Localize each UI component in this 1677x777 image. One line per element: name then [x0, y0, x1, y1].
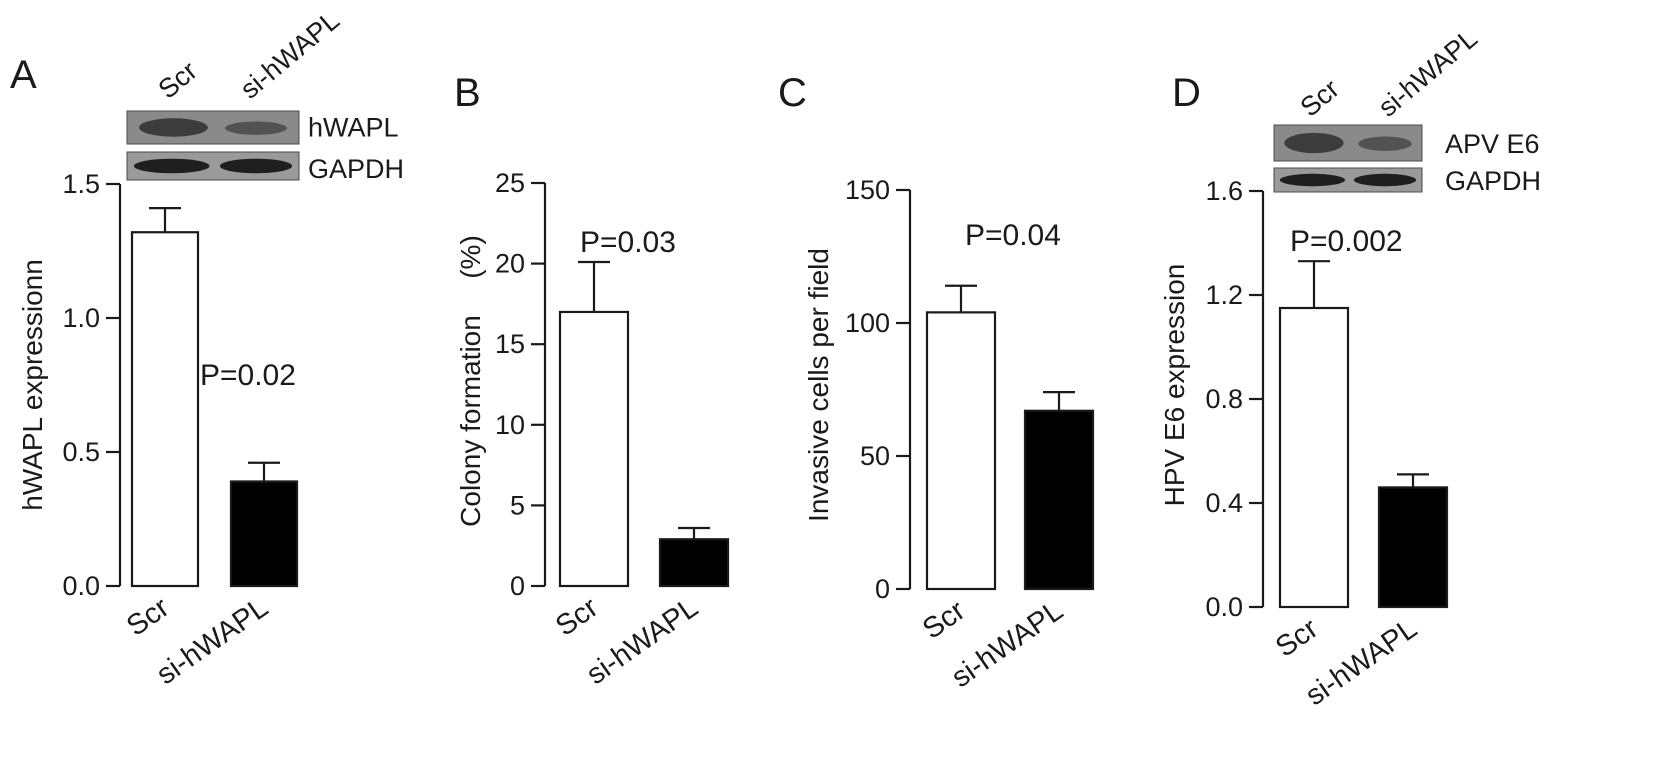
blot-band [139, 118, 208, 137]
panel-a-blot-row-label: hWAPL [308, 113, 399, 143]
blot-band [1284, 132, 1344, 154]
panel-a-letter: A [10, 53, 37, 97]
panel-c-bar-scr [925, 311, 997, 591]
panel-d-blot-row-label: APV E6 [1445, 129, 1540, 159]
blot-band [1279, 173, 1346, 187]
panel-b-bar-scr [558, 310, 630, 588]
blot-band [1353, 173, 1417, 187]
panel-d-bar-si-hwapl [1377, 486, 1449, 609]
panel-d-y-tick-label: 0.4 [1205, 488, 1243, 518]
panel-b-letter: B [454, 71, 481, 115]
panel-b-x-tick-label: si-hWAPL [581, 592, 704, 692]
panel-a-bar-scr [130, 231, 200, 588]
panel-a-p-value: P=0.02 [200, 359, 296, 392]
panel-a-y-tick-label: 1.0 [62, 303, 100, 333]
panel-b-y-tick-label: 10 [495, 410, 525, 440]
panel-c-letter: C [778, 71, 807, 115]
panel-b-y-axis-unit: (%) [455, 235, 486, 279]
panel-b-y-tick-label: 15 [495, 329, 525, 359]
panel-a-blot-row-label: GAPDH [308, 154, 404, 184]
blot-band [219, 158, 293, 174]
panel-b-y-tick-label: 20 [495, 249, 525, 279]
panel-d-p-value: P=0.002 [1290, 225, 1403, 258]
panel-d-blot-lane-label: Scr [1295, 74, 1345, 123]
panel-d-y-tick-label: 0.8 [1205, 384, 1243, 414]
panel-d-x-tick-label: si-hWAPL [1300, 613, 1423, 713]
panel-d-y-tick-label: 1.2 [1205, 280, 1243, 310]
panel-b-y-tick-label: 25 [495, 168, 525, 198]
panel-b-y-tick-label: 5 [510, 490, 525, 520]
panel-d-y-tick-label: 0.0 [1205, 592, 1243, 622]
panel-b-bar-si-hwapl [658, 538, 730, 588]
panel-b-p-value: P=0.03 [580, 226, 676, 259]
panel-c-bar-si-hwapl [1023, 409, 1095, 591]
panel-c-y-tick-label: 100 [845, 308, 890, 338]
panel-d-letter: D [1172, 71, 1201, 115]
panel-a-x-tick-label: Scr [121, 591, 175, 642]
panel-d-y-tick-label: 1.6 [1205, 176, 1243, 206]
panel-d-blot-lane-label: si-hWAPL [1373, 23, 1483, 122]
panel-b-y-tick-label: 0 [510, 571, 525, 601]
panel-d-western-blot: APV E6 GAPDH Scr si-hWAPL [1273, 23, 1541, 196]
blot-band [225, 121, 287, 135]
panel-a-blot-lane-label: Scr [153, 56, 203, 105]
panel-a-bar-si-hwapl [229, 480, 299, 588]
panel-c-x-tick-label: si-hWAPL [946, 595, 1069, 695]
panel-b-y-axis-label: Colony formation [455, 315, 486, 527]
panel-a-x-tick-label: si-hWAPL [151, 592, 274, 692]
panel-c: C 0 50 100 150 Invasive cells per field Scrsi-… [778, 71, 1095, 695]
blot-band [1358, 136, 1412, 151]
panel-c-p-value: P=0.04 [965, 219, 1061, 252]
panel-c-y-tick-label: 150 [845, 175, 890, 205]
panel-c-y-tick-label: 50 [860, 441, 890, 471]
panel-b-x-tick-label: Scr [550, 591, 604, 642]
panel-a-blot-lane-label: si-hWAPL [235, 5, 345, 104]
panel-d-bar-scr [1278, 306, 1350, 609]
blot-band [133, 158, 210, 174]
panel-c-y-tick-label: 0 [875, 574, 890, 604]
panel-b: B 0 5 10 15 20 25 Colony formation (%) Scrsi-hWAP… [454, 71, 730, 692]
panel-a-y-tick-label: 0.0 [62, 571, 100, 601]
panel-a-western-blot: hWAPL GAPDH Scr si-hWAPL [126, 5, 404, 184]
panel-c-y-axis-label: Invasive cells per field [803, 248, 834, 522]
panel-a-y-axis-label: hWAPL expressionn [17, 259, 48, 511]
panel-c-x-tick-label: Scr [917, 594, 971, 645]
panel-a-y-tick-label: 1.5 [62, 169, 100, 199]
panel-d-y-axis-label: HPV E6 expression [1159, 264, 1190, 507]
panel-a-y-tick-label: 0.5 [62, 437, 100, 467]
panel-d-blot-row-label: GAPDH [1445, 166, 1541, 196]
panel-d-x-tick-label: Scr [1270, 612, 1324, 663]
